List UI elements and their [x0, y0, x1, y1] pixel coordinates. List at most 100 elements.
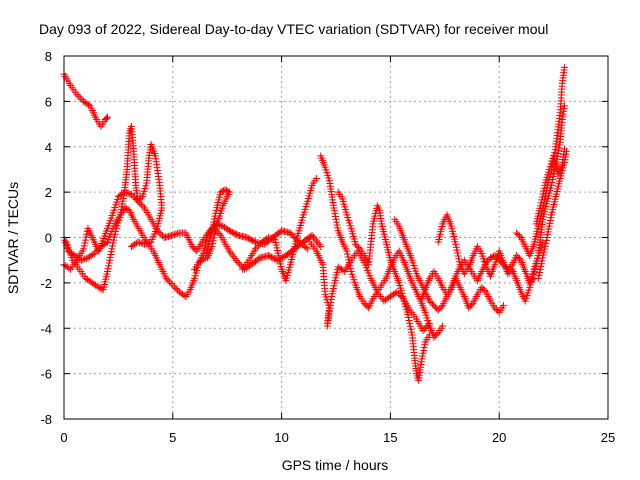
data-point: [551, 148, 559, 156]
data-point: [82, 254, 90, 262]
data-point: [406, 322, 414, 330]
data-point: [222, 187, 230, 195]
data-point: [317, 243, 325, 251]
data-point: [108, 242, 116, 250]
data-point: [345, 259, 353, 267]
data-point: [78, 96, 86, 104]
data-point: [516, 232, 524, 240]
data-point: [538, 193, 546, 201]
data-point: [82, 233, 90, 241]
x-axis-label: GPS time / hours: [282, 457, 389, 473]
data-point: [92, 248, 100, 256]
data-point: [479, 285, 487, 293]
data-point: [210, 231, 218, 239]
data-point: [420, 344, 428, 352]
series-sat-a: [60, 70, 112, 130]
data-point: [535, 271, 543, 279]
data-point: [417, 361, 425, 369]
data-point: [76, 94, 84, 102]
data-point: [145, 239, 153, 247]
data-point: [190, 244, 198, 252]
data-point: [538, 196, 546, 204]
x-tick-label: 5: [169, 430, 176, 445]
data-point: [121, 204, 129, 212]
data-point: [267, 253, 275, 261]
data-point: [555, 144, 563, 152]
data-point: [537, 199, 545, 207]
data-point: [339, 266, 347, 274]
data-point: [420, 346, 428, 354]
data-point: [437, 303, 445, 311]
data-point: [362, 301, 370, 309]
data-point: [537, 202, 545, 210]
data-point: [527, 277, 535, 285]
data-point: [80, 245, 88, 253]
series-sat-i: [334, 188, 434, 384]
data-marks: [60, 63, 571, 384]
data-point: [147, 238, 155, 246]
data-point: [546, 216, 554, 224]
data-point: [250, 237, 258, 245]
data-point: [554, 150, 562, 158]
data-point: [230, 229, 238, 237]
data-point: [537, 263, 545, 271]
data-point: [243, 234, 251, 241]
data-point: [426, 331, 434, 339]
data-point: [288, 230, 296, 238]
data-point: [418, 355, 426, 363]
data-point: [225, 227, 233, 235]
data-point: [407, 325, 415, 333]
data-point: [421, 325, 429, 333]
series-sat-h: [317, 152, 447, 341]
data-point: [141, 240, 149, 248]
x-tick-label: 25: [601, 430, 615, 445]
data-point: [75, 92, 83, 100]
data-point: [204, 231, 212, 239]
data-point: [491, 252, 499, 260]
data-point: [169, 281, 177, 289]
data-point: [344, 250, 352, 258]
data-point: [529, 276, 537, 284]
data-point: [227, 227, 235, 235]
data-point: [79, 256, 87, 264]
data-point: [419, 327, 427, 335]
data-point: [172, 285, 180, 293]
data-point: [454, 252, 462, 260]
data-point: [144, 239, 152, 247]
data-point: [548, 178, 556, 186]
data-point: [212, 225, 220, 233]
data-point: [330, 204, 338, 212]
data-point: [360, 299, 368, 307]
data-point: [255, 241, 263, 249]
data-point: [426, 297, 434, 305]
data-point: [333, 218, 341, 226]
data-point: [481, 286, 489, 294]
data-point: [346, 262, 354, 270]
data-point: [406, 319, 414, 327]
x-tick-label: 15: [383, 430, 397, 445]
data-point: [468, 301, 476, 309]
data-point: [504, 265, 512, 273]
data-point: [417, 358, 425, 366]
data-point: [505, 264, 513, 272]
data-point: [231, 230, 239, 238]
chart-title: Day 093 of 2022, Sidereal Day-to-day VTE…: [39, 21, 548, 37]
data-point: [137, 201, 145, 209]
data-point: [208, 227, 216, 235]
data-point: [174, 286, 182, 294]
data-point: [419, 349, 427, 357]
y-tick-label: 4: [45, 140, 52, 155]
data-point: [498, 259, 506, 267]
data-point: [536, 266, 544, 274]
data-point: [256, 240, 264, 248]
y-tick-label: 0: [45, 231, 52, 246]
data-point: [542, 236, 550, 244]
data-point: [122, 205, 130, 213]
data-point: [244, 234, 252, 242]
data-point: [166, 278, 174, 286]
x-tick-label: 10: [274, 430, 288, 445]
data-point: [540, 184, 548, 192]
data-point: [526, 279, 534, 287]
data-point: [127, 243, 135, 251]
